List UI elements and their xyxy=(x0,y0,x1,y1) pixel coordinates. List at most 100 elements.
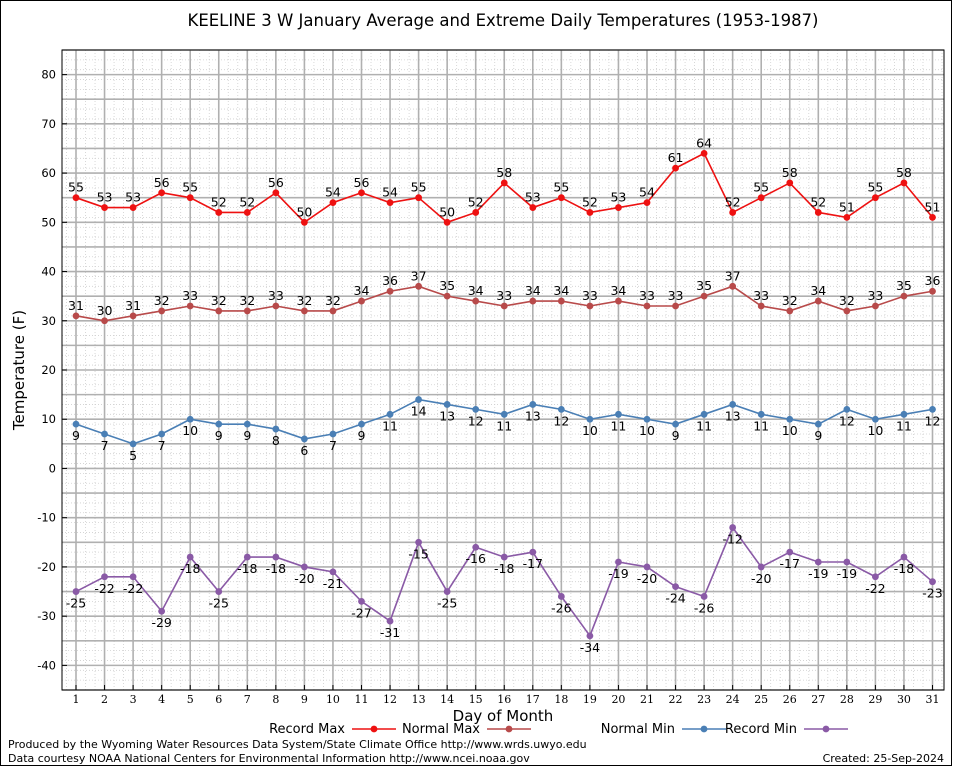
data-point xyxy=(586,415,594,423)
x-tick-label: 27 xyxy=(811,693,825,706)
data-label: 13 xyxy=(725,408,741,423)
data-label: 10 xyxy=(182,423,198,438)
data-label: 61 xyxy=(668,150,684,165)
major-grid xyxy=(62,49,944,691)
data-point xyxy=(243,307,251,315)
data-point xyxy=(358,597,365,605)
data-label: 9 xyxy=(243,428,251,443)
data-point xyxy=(872,415,879,423)
data-point xyxy=(158,607,166,615)
data-label: 54 xyxy=(325,185,341,200)
data-label: 52 xyxy=(810,194,826,209)
legend-marker xyxy=(370,725,378,733)
data-point xyxy=(757,194,765,202)
data-point xyxy=(101,204,108,211)
x-tick-label: 23 xyxy=(697,693,711,706)
data-point xyxy=(557,194,565,202)
data-point xyxy=(443,218,451,226)
data-label: 32 xyxy=(325,293,341,308)
data-point xyxy=(872,302,879,310)
data-point xyxy=(615,297,622,305)
data-label: 13 xyxy=(525,408,541,423)
data-label: 33 xyxy=(268,288,284,303)
x-tick-label: 19 xyxy=(583,693,597,706)
data-point xyxy=(557,405,565,413)
data-point xyxy=(786,415,794,423)
data-label: 35 xyxy=(896,278,912,293)
data-label: -18 xyxy=(266,561,286,576)
data-point xyxy=(215,209,223,216)
data-label: 7 xyxy=(329,438,337,453)
data-point xyxy=(243,209,251,216)
data-point xyxy=(386,287,394,295)
data-label: 33 xyxy=(582,288,598,303)
data-label: -22 xyxy=(94,581,114,596)
data-label: -29 xyxy=(151,615,171,630)
data-label: 56 xyxy=(268,175,284,190)
data-point xyxy=(272,553,280,561)
data-label: 33 xyxy=(182,288,198,303)
data-point xyxy=(900,410,908,418)
data-point xyxy=(186,553,194,561)
x-tick-label: 21 xyxy=(640,693,654,706)
y-tick-label: -30 xyxy=(37,609,56,623)
data-label: 54 xyxy=(639,185,655,200)
data-label: 53 xyxy=(97,190,113,205)
data-point xyxy=(358,189,365,197)
series-normal-max: 31 30 31 32 33 32 32 33 32 32 34 36 37 35 34 33 34 34 33 34… xyxy=(68,268,940,325)
data-label: 7 xyxy=(158,438,166,453)
data-label: 52 xyxy=(468,194,484,209)
data-label: -22 xyxy=(865,581,885,596)
x-tick-label: 2 xyxy=(101,693,108,706)
data-label: 11 xyxy=(696,418,712,433)
x-tick-label: 15 xyxy=(469,693,483,706)
data-point xyxy=(700,149,708,157)
data-point xyxy=(415,194,422,202)
x-tick-label: 28 xyxy=(840,693,854,706)
data-label: 53 xyxy=(125,190,141,205)
data-point xyxy=(843,307,851,315)
data-point xyxy=(72,588,80,595)
created-date: Created: 25-Sep-2024 xyxy=(822,752,944,765)
data-label: 10 xyxy=(639,423,655,438)
data-label: 11 xyxy=(753,418,769,433)
data-point xyxy=(529,548,537,556)
data-point xyxy=(215,588,223,595)
y-tick-label: -10 xyxy=(37,511,56,525)
data-label: 13 xyxy=(439,408,455,423)
data-point xyxy=(301,218,308,226)
data-point xyxy=(757,410,765,418)
y-tick-label: 70 xyxy=(41,117,56,131)
data-courtesy-credit: Data courtesy NOAA National Centers for … xyxy=(8,752,530,765)
data-label: -25 xyxy=(437,596,457,611)
data-point xyxy=(72,420,80,428)
data-label: 33 xyxy=(753,288,769,303)
data-label: 11 xyxy=(896,418,912,433)
data-point xyxy=(386,617,394,625)
data-point xyxy=(72,194,80,202)
data-label: 58 xyxy=(496,165,512,180)
data-label: 34 xyxy=(610,283,626,298)
data-point xyxy=(672,583,679,591)
data-label: 34 xyxy=(468,283,484,298)
data-point xyxy=(586,302,594,310)
data-point xyxy=(301,563,308,571)
x-tick-label: 18 xyxy=(554,693,568,706)
data-point xyxy=(729,401,737,408)
series-record-min: -25 -22 -22 -29 -18 -25 -18 -18 -20 -21 -27 -31 -15 -… xyxy=(66,524,943,655)
data-label: 33 xyxy=(496,288,512,303)
y-axis: -40 -30 -20 -10 0 10 20 30 40 50 60 70 80 xyxy=(37,68,67,672)
series-record-max: 55 53 53 56 55 52 52 56 50 54 56 54 55 50 52 58 53 55 52 53… xyxy=(68,135,940,226)
data-label: 33 xyxy=(639,288,655,303)
data-label: -18 xyxy=(180,561,200,576)
data-label: 50 xyxy=(296,204,312,219)
x-tick-label: 5 xyxy=(187,693,194,706)
data-point xyxy=(415,538,422,546)
x-tick-label: 1 xyxy=(73,693,80,706)
data-label: 58 xyxy=(896,165,912,180)
data-label: 52 xyxy=(725,194,741,209)
x-tick-label: 3 xyxy=(130,693,137,706)
data-point xyxy=(729,282,737,290)
data-label: 53 xyxy=(525,190,541,205)
